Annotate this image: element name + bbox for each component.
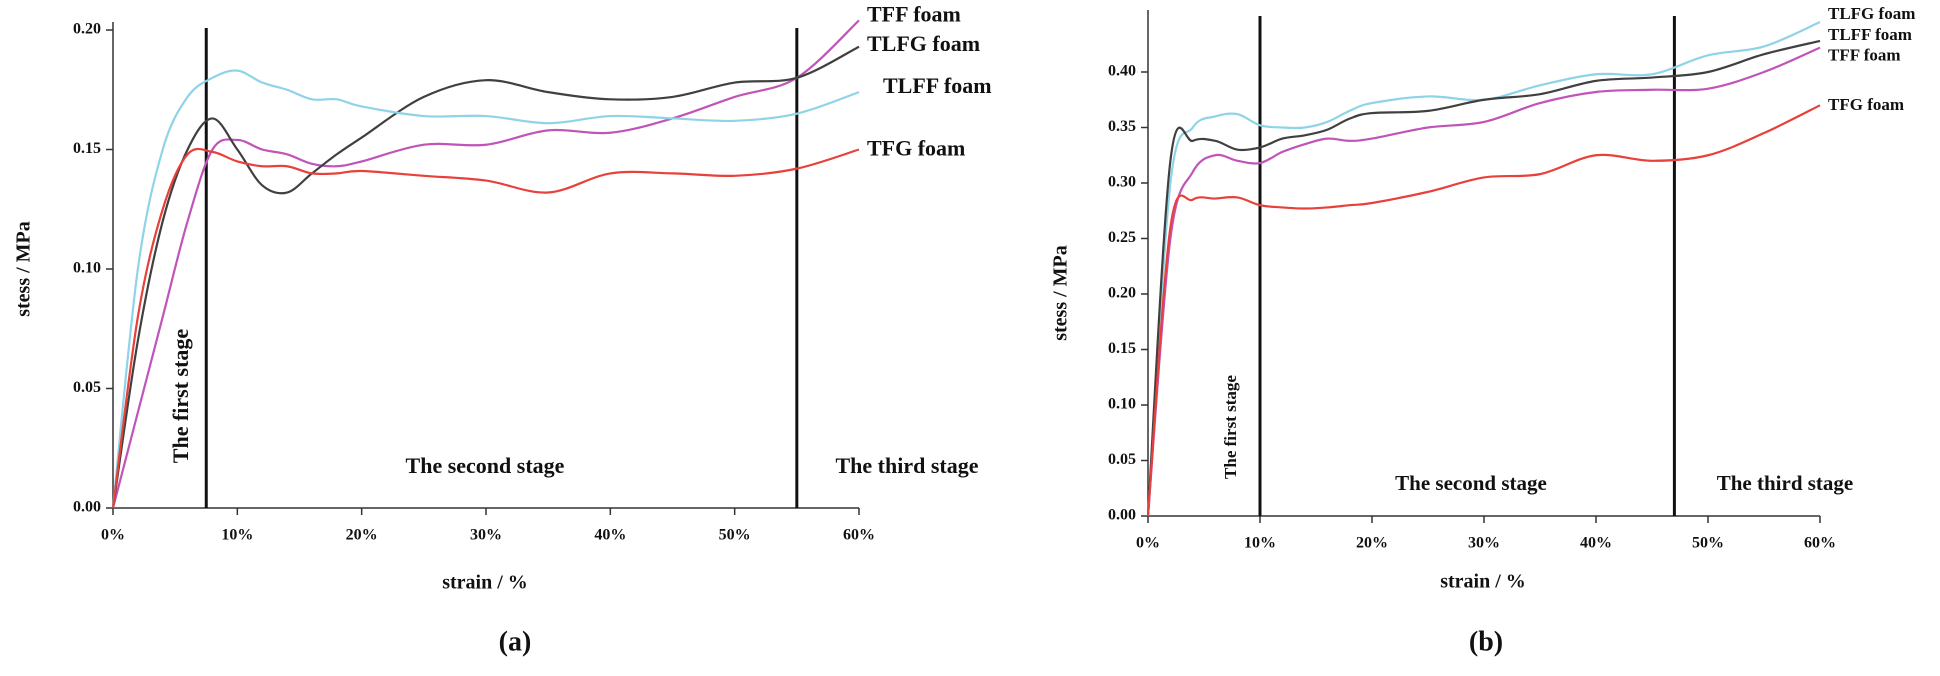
x-tick-label: 50% — [1692, 535, 1724, 552]
series-label: TFG foam — [867, 136, 965, 161]
y-axis-label: stess / MPa — [1050, 245, 1072, 341]
y-tick-label: 0.25 — [1108, 229, 1136, 246]
x-axis-label: strain / % — [1440, 571, 1526, 593]
y-tick-label: 0.40 — [1108, 63, 1136, 80]
caption: (b) — [1469, 626, 1503, 657]
x-tick-label: 0% — [1136, 535, 1160, 552]
series-label: TLFF foam — [883, 73, 992, 98]
series-line — [1146, 104, 1821, 517]
series-label: TFF foam — [867, 1, 961, 26]
y-tick-label: 0.10 — [73, 260, 101, 277]
x-tick-label: 60% — [1804, 535, 1836, 552]
stage-label: The second stage — [406, 453, 565, 478]
y-tick-label: 0.20 — [1108, 285, 1136, 302]
x-tick-label: 30% — [1468, 535, 1500, 552]
y-tick-label: 0.05 — [73, 379, 101, 396]
stage-label: The third stage — [1717, 471, 1854, 495]
y-tick-label: 0.30 — [1108, 174, 1136, 191]
series-line — [111, 147, 860, 509]
series-label: TLFG foam — [1828, 4, 1915, 23]
y-tick-label: 0.20 — [73, 21, 101, 38]
x-tick-label: 20% — [1356, 535, 1388, 552]
x-axis-label: strain / % — [442, 572, 528, 594]
x-tick-label: 20% — [346, 527, 378, 544]
y-tick-label: 0.00 — [1108, 507, 1136, 524]
series-label: TFG foam — [1828, 95, 1904, 114]
y-tick-label: 0.15 — [1108, 340, 1136, 357]
y-tick-label: 0.05 — [1108, 451, 1136, 468]
stage-label: The first stage — [168, 329, 193, 464]
x-tick-label: 30% — [470, 527, 502, 544]
series-line — [1146, 39, 1821, 517]
series-label: TLFF foam — [1828, 25, 1912, 44]
series-line — [111, 69, 860, 509]
x-tick-label: 40% — [1580, 535, 1612, 552]
stage-label: The second stage — [1395, 471, 1547, 495]
series-label: TFF foam — [1828, 45, 1901, 64]
series-line — [1146, 21, 1821, 517]
x-tick-label: 10% — [1244, 535, 1276, 552]
x-tick-label: 0% — [101, 527, 125, 544]
series-line — [111, 45, 860, 509]
caption: (a) — [499, 626, 532, 657]
y-tick-label: 0.10 — [1108, 396, 1136, 413]
x-tick-label: 40% — [594, 527, 626, 544]
x-tick-label: 10% — [221, 527, 253, 544]
series-line — [111, 19, 860, 509]
y-tick-label: 0.35 — [1108, 118, 1136, 135]
series-line — [1146, 46, 1821, 517]
series-label: TLFG foam — [867, 31, 980, 56]
stage-label: The third stage — [836, 453, 979, 478]
y-axis-label: stess / MPa — [13, 221, 35, 317]
y-tick-label: 0.15 — [73, 140, 101, 157]
stage-label: The first stage — [1221, 375, 1240, 479]
y-tick-label: 0.00 — [73, 499, 101, 516]
x-tick-label: 50% — [719, 527, 751, 544]
x-tick-label: 60% — [843, 527, 875, 544]
